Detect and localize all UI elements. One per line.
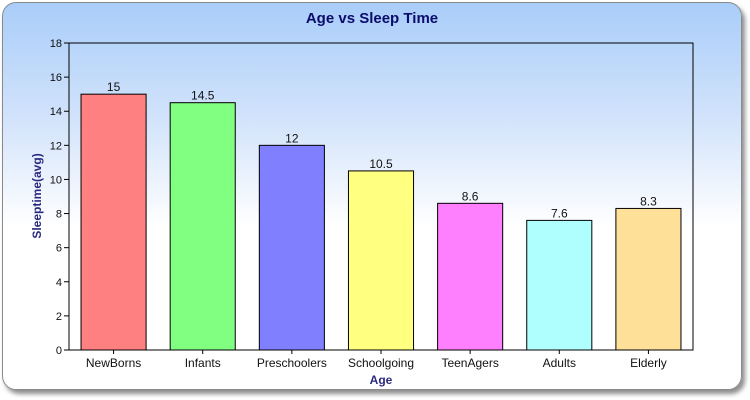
data-label: 15: [107, 80, 121, 94]
x-tick-label: TeenAgers: [441, 356, 498, 370]
data-label: 7.6: [551, 206, 568, 220]
plot-area-frame: [68, 42, 694, 351]
data-label: 10.5: [369, 157, 393, 171]
y-tick-label: 4: [56, 277, 62, 289]
y-tick-label: 14: [50, 106, 62, 118]
data-label: 8.3: [640, 194, 657, 208]
x-tick-label: Preschoolers: [257, 356, 327, 370]
bar: [526, 219, 593, 351]
chart-title: Age vs Sleep Time: [306, 10, 438, 27]
data-label: 12: [285, 131, 299, 145]
chart-panel: Age vs Sleep Time 0 2 4 6 8 10 12 14 16 18 15 14.5…: [2, 2, 742, 390]
y-tick-label: 2: [56, 311, 62, 323]
data-label: 8.6: [462, 189, 479, 203]
bar: [615, 207, 682, 351]
x-tick-label: Schoolgoing: [348, 356, 414, 370]
y-tick-label: 6: [56, 243, 62, 255]
bar: [347, 170, 415, 351]
y-tick-label: 12: [50, 140, 62, 152]
x-tick-label: Adults: [543, 356, 576, 370]
bar: [80, 93, 147, 351]
y-tick-label: 0: [56, 345, 62, 357]
x-axis-title: Age: [370, 373, 393, 387]
bar: [258, 144, 325, 351]
x-axis-ticks: NewBorns Infants Preschoolers Schoolgoing Te…: [86, 350, 667, 370]
y-tick-label: 8: [56, 209, 62, 221]
x-tick-label: NewBorns: [86, 356, 141, 370]
y-tick-label: 10: [50, 174, 62, 186]
y-axis-ticks: 0 2 4 6 8 10 12 14 16 18: [50, 38, 69, 357]
bar-chart: Age vs Sleep Time 0 2 4 6 8 10 12 14 16 18 15 14.5…: [30, 10, 694, 387]
bars: [80, 93, 682, 351]
y-tick-label: 16: [50, 72, 62, 84]
x-tick-label: Infants: [185, 356, 221, 370]
y-tick-label: 18: [50, 38, 62, 50]
data-labels: 15 14.5 12 10.5 8.6 7.6 8.3: [107, 80, 657, 220]
bar: [437, 202, 504, 351]
data-label: 14.5: [191, 89, 215, 103]
y-axis-title: Sleeptime(avg): [30, 153, 44, 238]
x-tick-label: Elderly: [630, 356, 667, 370]
bar: [169, 102, 236, 351]
